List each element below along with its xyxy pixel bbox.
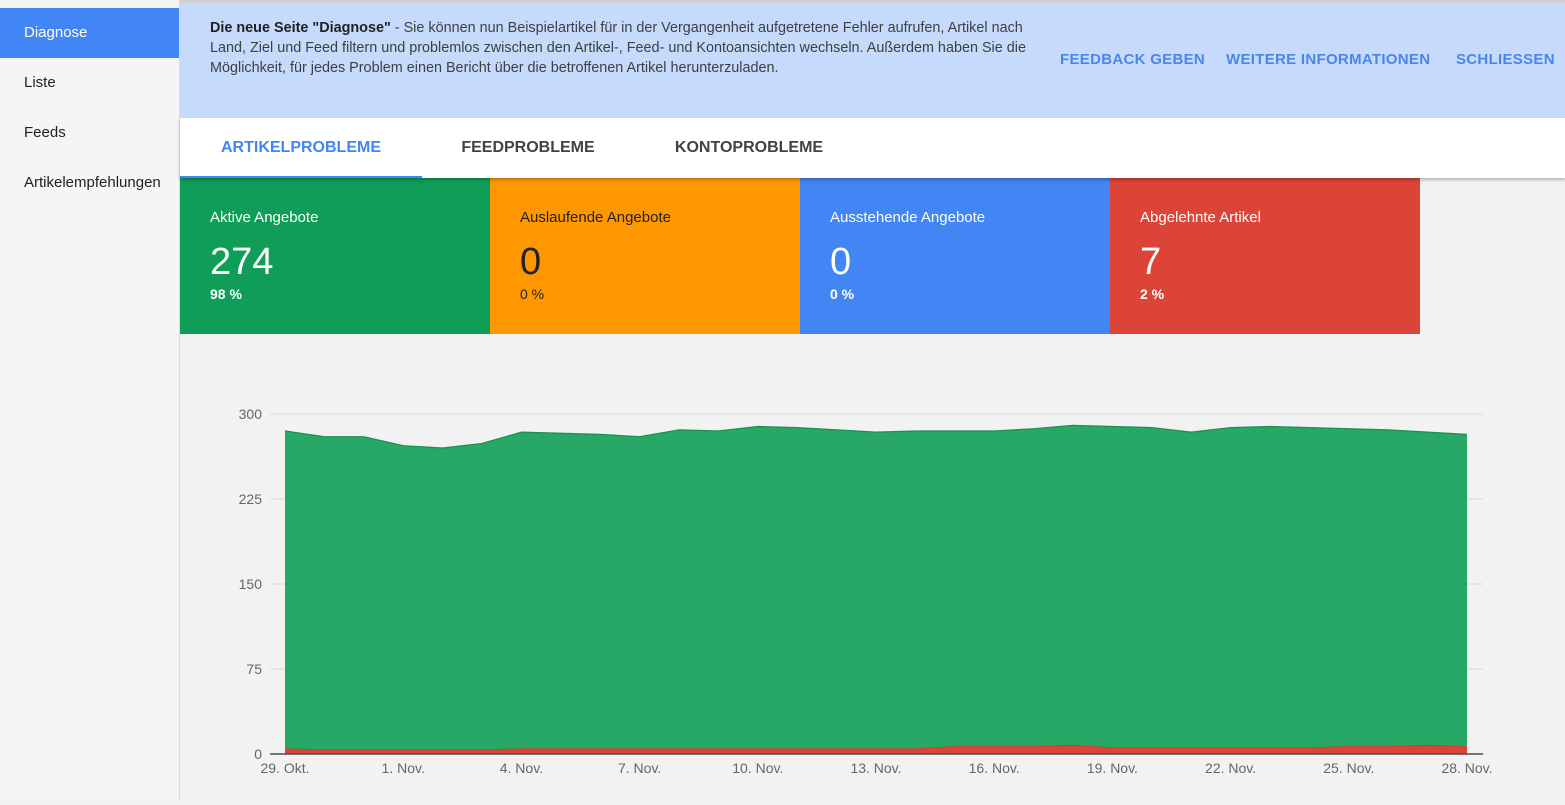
card-percent: 98 % <box>210 286 242 302</box>
y-tick-label: 225 <box>239 491 263 507</box>
more-info-button[interactable]: WEITERE INFORMATIONEN <box>1226 51 1431 68</box>
x-tick-label: 13. Nov. <box>850 760 901 776</box>
y-tick-label: 150 <box>239 576 263 592</box>
x-tick-label: 10. Nov. <box>732 760 783 776</box>
area-series-1-line <box>284 424 1468 449</box>
card-value: 274 <box>210 241 274 283</box>
x-tick-label: 16. Nov. <box>969 760 1020 776</box>
card-value: 7 <box>1140 241 1162 283</box>
sidebar: Diagnose Liste Feeds Artikelempfehlungen <box>0 0 180 800</box>
tab-feedprobleme[interactable]: FEEDPROBLEME <box>461 139 595 156</box>
y-tick-label: 300 <box>239 406 263 422</box>
card-pending-offers[interactable]: Ausstehende Angebote 0 0 % <box>800 178 1110 334</box>
x-tick-label: 25. Nov. <box>1323 760 1374 776</box>
card-percent: 0 % <box>520 286 545 302</box>
stacked-area-chart: 0 75 150 225 300 29. Okt. 1. Nov. 4. Nov. 7. Nov… <box>239 406 1493 776</box>
x-tick-label: 7. Nov. <box>618 760 661 776</box>
banner-message: Die neue Seite "Diagnose" - Sie können n… <box>210 18 1040 78</box>
sidebar-item-artikelempfehlungen[interactable]: Artikelempfehlungen <box>24 174 161 191</box>
x-tick-label: 28. Nov. <box>1441 760 1492 776</box>
close-banner-button[interactable]: SCHLIESSEN <box>1456 51 1555 68</box>
card-label: Auslaufende Angebote <box>520 209 671 226</box>
tab-kontoprobleme[interactable]: KONTOPROBLEME <box>674 139 824 156</box>
banner-message-body: - Sie können nun Beispielartikel für in … <box>210 20 1026 76</box>
info-banner: Die neue Seite "Diagnose" - Sie können n… <box>180 0 1565 118</box>
sidebar-item-liste[interactable]: Liste <box>24 74 56 91</box>
tab-artikelprobleme[interactable]: ARTIKELPROBLEME <box>180 118 422 178</box>
card-percent: 0 % <box>830 286 855 302</box>
feedback-button[interactable]: FEEDBACK GEBEN <box>1060 51 1206 68</box>
banner-message-title: Die neue Seite "Diagnose" <box>210 20 391 36</box>
card-expiring-offers[interactable]: Auslaufende Angebote 0 0 % <box>490 178 800 334</box>
x-tick-label: 1. Nov. <box>382 760 425 776</box>
card-disapproved-items[interactable]: Abgelehnte Artikel 7 2 % <box>1110 178 1420 334</box>
sidebar-item-feeds[interactable]: Feeds <box>24 124 66 141</box>
chart-area: 0 75 150 225 300 29. Okt. 1. Nov. 4. Nov. 7. Nov… <box>180 334 1565 800</box>
issue-tabs: ARTIKELPROBLEME FEEDPROBLEME KONTOPROBLE… <box>180 118 1565 178</box>
x-tick-label: 4. Nov. <box>500 760 543 776</box>
y-tick-label: 0 <box>254 746 262 762</box>
card-value: 0 <box>830 241 852 283</box>
area-series-1 <box>285 425 1467 750</box>
card-value: 0 <box>520 241 542 283</box>
card-percent: 2 % <box>1140 286 1165 302</box>
x-tick-label: 19. Nov. <box>1087 760 1138 776</box>
card-label: Ausstehende Angebote <box>830 209 986 226</box>
card-active-offers[interactable]: Aktive Angebote 274 98 % <box>180 178 490 334</box>
card-label: Aktive Angebote <box>210 209 319 226</box>
card-label: Abgelehnte Artikel <box>1140 209 1261 226</box>
x-tick-label: 22. Nov. <box>1205 760 1256 776</box>
sidebar-item-diagnose[interactable]: Diagnose <box>0 8 179 58</box>
y-tick-label: 75 <box>246 661 262 677</box>
x-tick-label: 29. Okt. <box>260 760 309 776</box>
